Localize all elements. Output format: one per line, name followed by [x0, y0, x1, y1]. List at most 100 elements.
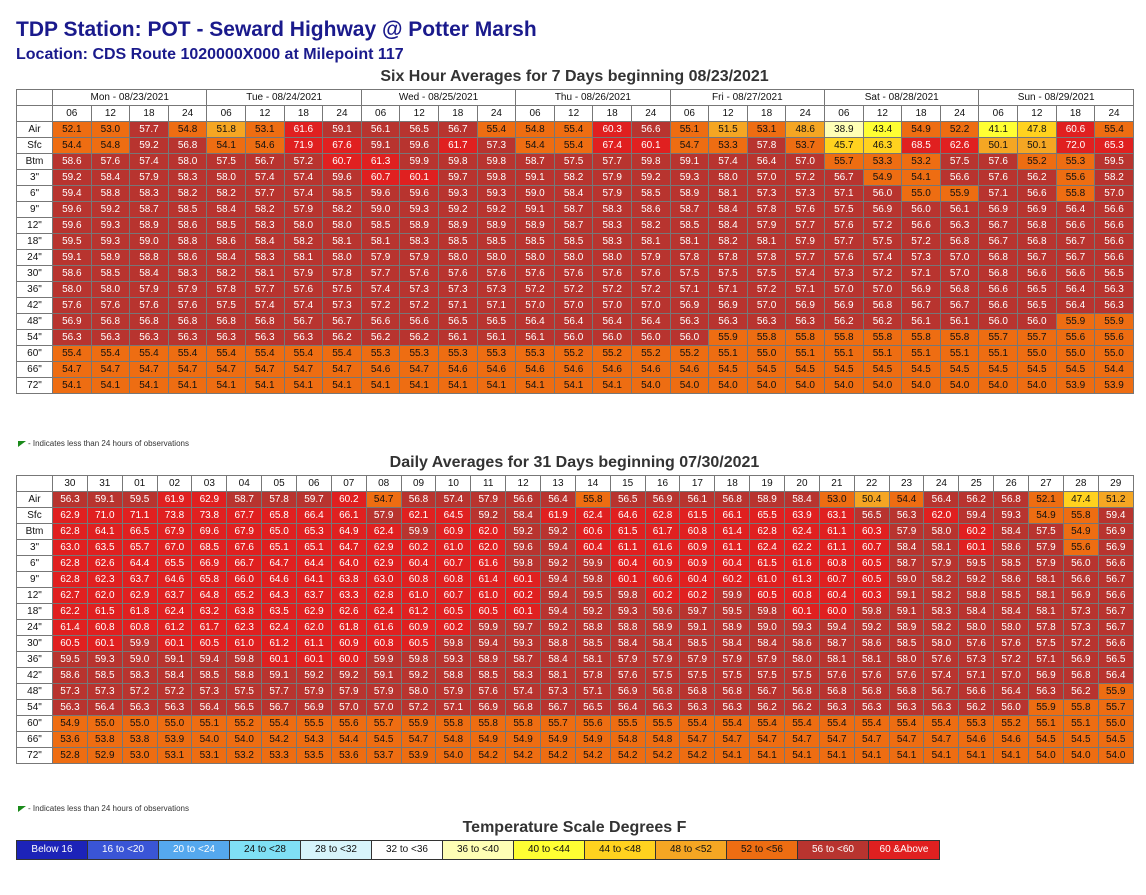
- temp-cell: 58.6: [52, 153, 92, 170]
- temp-cell: 56.5: [438, 313, 478, 330]
- temp-cell: 55.0: [1097, 715, 1134, 732]
- temp-cell: 56.0: [901, 201, 941, 218]
- temp-cell: 56.8: [978, 249, 1019, 266]
- temp-cell: 58.1: [630, 233, 671, 250]
- temp-cell: 62.1: [400, 507, 437, 524]
- temp-cell: 54.2: [609, 747, 646, 764]
- legend-item: 48 to <52: [656, 841, 727, 859]
- temp-cell: 57.6: [888, 667, 925, 684]
- temp-cell: 58.2: [630, 217, 671, 234]
- temp-cell: 57.3: [52, 683, 88, 700]
- temp-cell: 57.7: [244, 185, 285, 202]
- temp-cell: 56.2: [322, 329, 362, 346]
- temp-cell: 55.6: [1055, 329, 1096, 346]
- temp-cell: 50.1: [978, 137, 1019, 154]
- temp-cell: 57.9: [470, 491, 507, 508]
- temp-cell: 57.0: [939, 265, 980, 282]
- temp-cell: 65.7: [121, 539, 158, 556]
- temp-cell: 61.4: [52, 619, 88, 636]
- temp-cell: 56.7: [244, 153, 285, 170]
- temp-cell: 56.8: [206, 313, 246, 330]
- temp-cell: 62.8: [52, 523, 88, 540]
- temp-cell: 57.6: [958, 635, 995, 652]
- temp-cell: 57.6: [52, 297, 92, 314]
- temp-cell: 57.6: [476, 265, 517, 282]
- temp-cell: 54.8: [167, 121, 208, 138]
- row-label: Btm: [16, 153, 53, 170]
- temp-cell: 58.6: [206, 233, 246, 250]
- temp-cell: 56.9: [901, 281, 941, 298]
- temp-cell: 57.9: [749, 651, 786, 668]
- temp-cell: 57.9: [360, 249, 401, 266]
- temp-cell: 64.6: [609, 507, 646, 524]
- temp-cell: 55.5: [609, 715, 646, 732]
- legend-item: 16 to <20: [88, 841, 159, 859]
- temp-cell: 58.9: [399, 217, 439, 234]
- temp-cell: 58.4: [888, 539, 925, 556]
- temp-cell: 53.3: [862, 153, 903, 170]
- temp-cell: 58.2: [206, 265, 246, 282]
- temp-cell: 56.7: [1055, 233, 1096, 250]
- temp-cell: 54.1: [888, 747, 925, 764]
- temp-cell: 60.8: [121, 619, 158, 636]
- temp-cell: 57.5: [644, 667, 681, 684]
- temp-cell: 54.1: [399, 377, 439, 394]
- temp-cell: 54.5: [1017, 361, 1057, 378]
- date-header: 05: [261, 475, 298, 492]
- temp-cell: 57.5: [749, 667, 786, 684]
- temp-cell: 58.5: [360, 217, 401, 234]
- temp-cell: 61.9: [156, 491, 193, 508]
- hour-header: 06: [669, 105, 710, 122]
- temp-cell: 55.6: [330, 715, 367, 732]
- temp-cell: 56.2: [360, 329, 401, 346]
- temp-cell: 57.2: [901, 233, 941, 250]
- row-label: 42": [16, 297, 53, 314]
- temp-cell: 59.2: [296, 667, 332, 684]
- temp-cell: 54.6: [515, 361, 555, 378]
- temp-cell: 55.9: [1097, 683, 1134, 700]
- temp-cell: 57.4: [129, 153, 169, 170]
- temp-cell: 62.8: [52, 571, 88, 588]
- temp-cell: 58.3: [592, 201, 632, 218]
- temp-cell: 62.0: [470, 523, 507, 540]
- temp-cell: 58.0: [476, 249, 517, 266]
- date-header: 16: [644, 475, 681, 492]
- temp-cell: 62.0: [470, 539, 507, 556]
- temp-cell: 58.3: [244, 217, 285, 234]
- date-header: 13: [540, 475, 576, 492]
- temp-cell: 54.0: [226, 731, 263, 748]
- temp-cell: 56.9: [1062, 651, 1099, 668]
- temp-cell: 53.8: [121, 731, 158, 748]
- six-hour-title: Six Hour Averages for 7 Days beginning 0…: [380, 68, 769, 85]
- temp-cell: 57.8: [261, 491, 298, 508]
- temp-cell: 54.7: [167, 361, 208, 378]
- temp-cell: 59.9: [714, 587, 751, 604]
- temp-cell: 60.9: [330, 635, 367, 652]
- temp-cell: 55.2: [592, 345, 632, 362]
- temp-cell: 65.3: [1094, 137, 1134, 154]
- temp-cell: 57.9: [399, 249, 439, 266]
- temp-cell: 56.7: [1097, 619, 1134, 636]
- temp-cell: 57.4: [923, 667, 960, 684]
- temp-cell: 56.3: [785, 313, 826, 330]
- temp-cell: 58.7: [818, 635, 855, 652]
- row-label: 24": [16, 619, 53, 636]
- temp-cell: 61.0: [435, 539, 472, 556]
- temp-cell: 58.4: [206, 201, 246, 218]
- temp-cell: 57.5: [1028, 635, 1064, 652]
- corner-cell: [16, 105, 53, 122]
- temp-cell: 58.0: [322, 249, 362, 266]
- temp-cell: 54.1: [476, 377, 517, 394]
- temp-cell: 62.8: [52, 555, 88, 572]
- temp-cell: 57.2: [592, 281, 632, 298]
- temp-cell: 56.5: [476, 313, 517, 330]
- temp-cell: 62.4: [365, 603, 402, 620]
- temp-cell: 55.8: [470, 715, 507, 732]
- temp-cell: 55.4: [476, 121, 517, 138]
- temp-cell: 56.8: [853, 683, 890, 700]
- temp-cell: 55.4: [553, 137, 594, 154]
- temp-cell: 57.6: [470, 683, 507, 700]
- temp-cell: 59.3: [86, 651, 123, 668]
- date-header: 08: [365, 475, 402, 492]
- temp-cell: 56.9: [1028, 667, 1064, 684]
